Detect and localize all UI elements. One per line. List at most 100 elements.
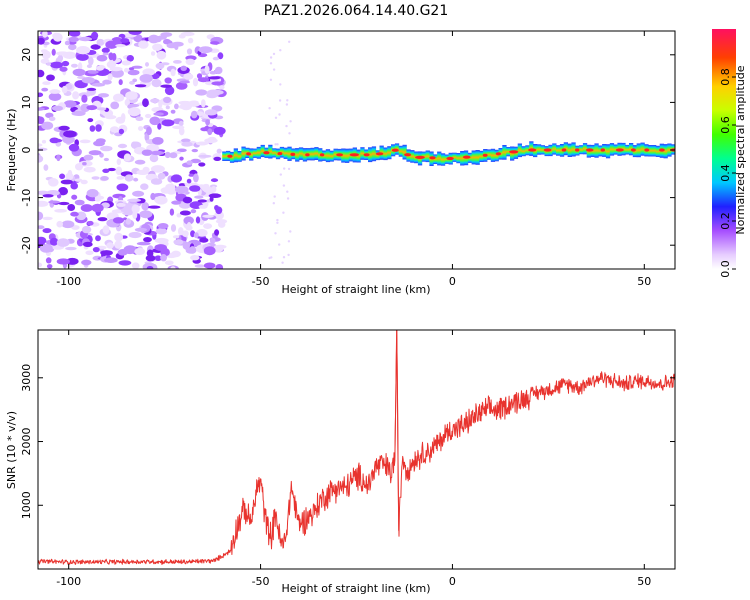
noise-blob [134,84,147,88]
noise-blob [216,148,222,154]
noise-speck [268,256,271,260]
noise-blob [176,213,182,218]
noise-blob [134,159,146,165]
noise-blob [147,205,161,209]
track-segment [252,148,258,158]
noise-speck [269,56,273,59]
noise-blob [191,148,198,153]
track-segment [241,146,246,161]
track-segment [410,150,415,163]
noise-speck [269,78,273,82]
noise-blob [42,81,51,85]
colorbar-gradient [712,29,736,269]
noise-blob [77,62,83,71]
noise-speck [283,167,286,170]
noise-blob [163,96,172,104]
noise-blob [39,244,53,253]
track-segment [598,145,603,157]
noise-blob [174,103,179,110]
noise-blob [59,173,66,180]
noise-blob [70,211,79,217]
noise-blob [157,172,166,180]
noise-blob [179,80,191,84]
noise-blob [107,73,113,81]
noise-blob [110,101,120,110]
noise-blob [170,174,182,183]
noise-blob [56,258,70,265]
noise-blob [83,154,94,161]
track-segment [310,147,315,161]
noise-blob [68,36,79,43]
noise-speck [272,68,276,71]
noise-blob [181,141,193,147]
noise-blob [178,127,185,136]
track-peak [543,148,552,152]
noise-blob [177,148,187,153]
noise-blob [182,230,189,237]
noise-blob [164,77,172,84]
noise-blob [186,48,193,55]
figure-title: PAZ1.2026.064.14.40.G21 [264,3,449,19]
noise-blob [200,99,206,108]
track-segment [298,147,304,160]
track-segment [517,143,522,158]
track-segment [437,151,442,166]
noise-blob [186,178,192,184]
noise-blob [125,218,132,225]
noise-blob [154,195,168,205]
track-segment [594,143,599,158]
noise-blob [88,150,102,156]
noise-blob [215,264,224,269]
track-peak [462,155,471,159]
track-segment [314,147,319,160]
noise-blob [103,157,109,162]
colorbar-tick-label: 0.0 [719,260,732,278]
noise-blob [102,52,109,56]
noise-blob [170,266,176,269]
noise-blob [96,54,108,62]
noise-blob [132,78,138,83]
noise-blob [42,194,54,198]
noise-blob [48,92,62,102]
noise-blob [149,116,161,126]
noise-blob [91,176,100,180]
noise-speck [276,221,279,224]
track-peak [528,148,537,152]
noise-blob [150,98,160,104]
noise-blob [38,225,45,230]
noise-blob [171,250,181,258]
noise-blob [201,185,211,192]
noise-speck [289,120,292,123]
noise-blob [169,152,178,159]
track-segment [652,145,657,157]
track-segment [329,150,334,162]
noise-blob [209,237,216,244]
noise-blob [179,210,191,216]
track-peak [482,153,488,157]
colorbar-tick-label: 0.8 [719,68,732,86]
noise-blob [87,70,99,74]
noise-blob [127,103,140,108]
noise-blob [131,262,140,269]
y-tick-label: -20 [20,236,33,254]
colorbar-tick-label: 0.6 [719,116,732,134]
noise-blob [152,137,164,145]
noise-blob [154,255,162,261]
spectrogram-x-axis: -100 -50 0 50 [56,31,651,288]
noise-speck [287,253,290,257]
noise-blob [207,136,217,143]
track-segment [402,144,407,160]
track-segment [222,151,227,161]
track-segment [440,153,446,166]
noise-blob [138,126,144,131]
noise-blob [61,85,68,94]
noise-speck [279,173,282,176]
noise-speck [276,143,279,146]
track-segment [272,148,277,158]
noise-blob [40,49,48,53]
snr-panel: -100 -50 0 50 1000 2000 3000 Height of straig… [5,329,676,595]
noise-blob [61,60,70,67]
noise-blob [127,69,140,76]
noise-blob [186,160,193,165]
snr-x-axis: -100 -50 0 50 [56,330,651,588]
